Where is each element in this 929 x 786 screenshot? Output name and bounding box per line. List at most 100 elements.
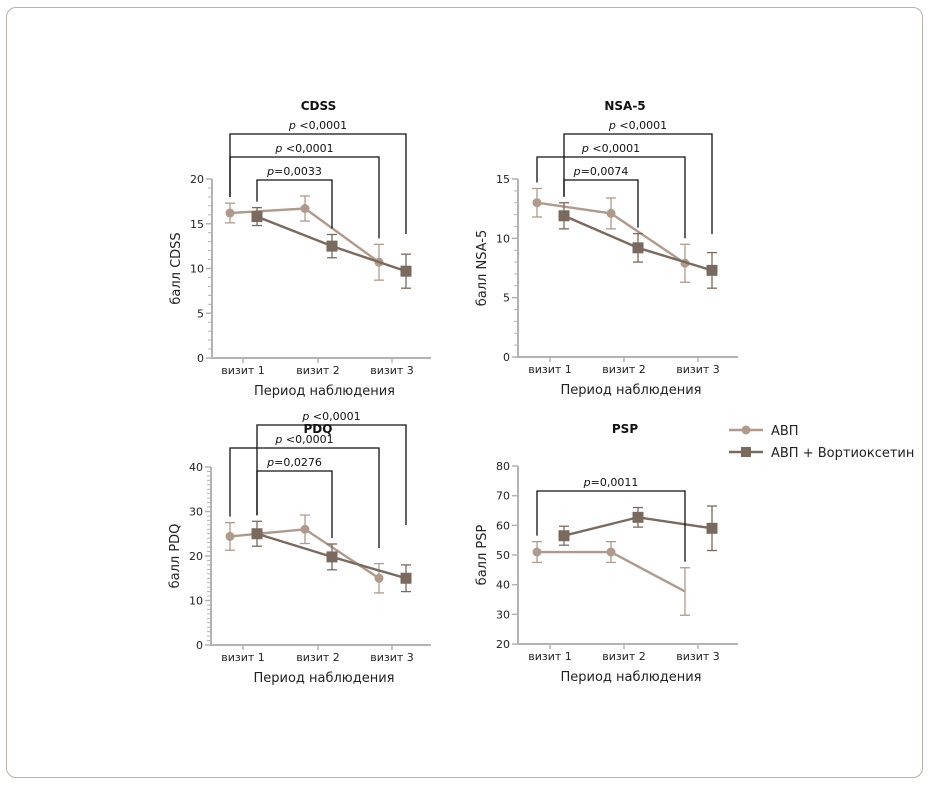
p-value: =0,0276: [274, 456, 322, 469]
y-tick-label: 10: [190, 263, 204, 276]
data-point-combo: [706, 522, 718, 534]
data-point-combo: [400, 265, 412, 277]
x-tick-label: визит 3: [370, 364, 414, 377]
data-point-avp: [225, 208, 235, 218]
p-symbol: p: [573, 165, 581, 178]
data-point-combo: [632, 242, 644, 254]
y-tick-label: 15: [190, 218, 204, 231]
x-tick-label: визит 2: [602, 650, 646, 663]
data-point-avp: [606, 547, 616, 557]
y-tick-label: 70: [496, 490, 510, 503]
data-point-combo: [251, 211, 263, 223]
data-point-combo: [558, 530, 570, 542]
p-symbol: p: [274, 433, 282, 446]
data-point-combo: [251, 528, 263, 540]
data-point-combo: [400, 572, 412, 584]
x-tick-label: визит 1: [221, 364, 265, 377]
legend: АВП АВП + Вортиоксетин: [729, 424, 914, 461]
legend-avp-label: АВП: [771, 424, 799, 439]
p-value: <0,0001: [282, 142, 333, 155]
x-tick-label: визит 3: [370, 651, 414, 664]
y-tick-label: 40: [496, 579, 510, 592]
p-symbol: p: [583, 476, 591, 489]
chart-psp: PSP 20 30 40 50 60 70 80 визит 1 визит 2 визит 3 Пе…: [475, 422, 738, 685]
p-value-label: p <0,0001: [274, 433, 333, 446]
x-tick-label: визит 1: [528, 363, 572, 376]
data-point-avp: [300, 204, 310, 214]
y-tick-label: 20: [189, 550, 203, 563]
p-symbol: p: [581, 142, 589, 155]
x-tick-label: визит 1: [528, 650, 572, 663]
p-symbol: p: [301, 410, 309, 423]
y-tick-label: 20: [496, 638, 510, 651]
p-value-label: p <0,0001: [608, 119, 667, 132]
y-tick-label: 0: [196, 639, 203, 652]
p-symbol: p: [266, 165, 274, 178]
x-axis-label: Период наблюдения: [254, 384, 395, 399]
data-point-avp: [300, 524, 310, 534]
legend-combo-label: АВП + Вортиоксетин: [771, 446, 914, 461]
y-axis-label: балл NSA-5: [475, 230, 490, 307]
significance-bracket: [536, 156, 686, 239]
x-axis-label: Период наблюдения: [560, 383, 701, 398]
x-axis-label: Период наблюдения: [253, 671, 394, 686]
p-value: =0,0011: [591, 476, 639, 489]
x-tick-label: визит 3: [676, 363, 720, 376]
y-tick-label: 40: [189, 461, 203, 474]
y-tick-label: 0: [197, 352, 204, 365]
significance-bracket: [256, 470, 333, 538]
y-axis-label: балл CDSS: [169, 232, 184, 304]
data-point-avp: [225, 531, 235, 541]
legend-avp-circle-icon: [741, 425, 751, 435]
data-point-combo: [326, 240, 338, 252]
y-axis-label: балл PSP: [475, 525, 490, 586]
p-symbol: p: [608, 119, 616, 132]
significance-bracket: [563, 133, 713, 234]
legend-item-avp: АВП: [729, 424, 799, 439]
p-value-label: p <0,0001: [274, 142, 333, 155]
p-value: =0,0074: [581, 165, 629, 178]
x-tick-label: визит 1: [221, 651, 265, 664]
data-point-combo: [632, 511, 644, 523]
figure-frame: [6, 7, 923, 778]
chart-title: CDSS: [301, 99, 337, 113]
chart-nsa-5: NSA-5 0 5 10 15 визит 1 визит 2 визит 3 Период н…: [475, 99, 738, 398]
data-point-combo: [558, 210, 570, 222]
p-symbol: p: [266, 456, 274, 469]
significance-bracket: [536, 490, 686, 562]
p-value: <0,0001: [282, 433, 333, 446]
x-tick-label: визит 2: [296, 651, 340, 664]
p-value-label: p <0,0001: [581, 142, 640, 155]
data-point-avp: [606, 208, 616, 218]
legend-combo-square-icon: [741, 447, 751, 457]
p-value-label: p=0,0276: [266, 456, 322, 469]
data-point-avp: [532, 547, 542, 557]
significance-bracket: [256, 424, 407, 525]
y-tick-label: 60: [496, 519, 510, 532]
significance-bracket: [256, 179, 333, 229]
p-value-label: p=0,0011: [583, 476, 639, 489]
y-tick-label: 50: [496, 549, 510, 562]
y-tick-label: 10: [189, 595, 203, 608]
x-tick-label: визит 2: [602, 363, 646, 376]
data-point-avp: [374, 573, 384, 583]
p-symbol: p: [274, 142, 282, 155]
significance-bracket: [229, 447, 380, 548]
p-value: =0,0033: [274, 165, 322, 178]
significance-bracket: [229, 156, 380, 239]
y-axis-label: балл PDQ: [168, 524, 183, 589]
p-symbol: p: [288, 119, 296, 132]
chart-title: NSA-5: [604, 99, 645, 113]
x-axis-label: Период наблюдения: [560, 670, 701, 685]
x-tick-label: визит 3: [676, 650, 720, 663]
p-value-label: p=0,0074: [573, 165, 629, 178]
p-value-label: p <0,0001: [301, 410, 360, 423]
x-tick-label: визит 2: [296, 364, 340, 377]
p-value: <0,0001: [309, 410, 360, 423]
data-point-combo: [326, 551, 338, 563]
p-value-label: p <0,0001: [288, 119, 347, 132]
p-value-label: p=0,0033: [266, 165, 322, 178]
significance-bracket: [563, 179, 639, 228]
